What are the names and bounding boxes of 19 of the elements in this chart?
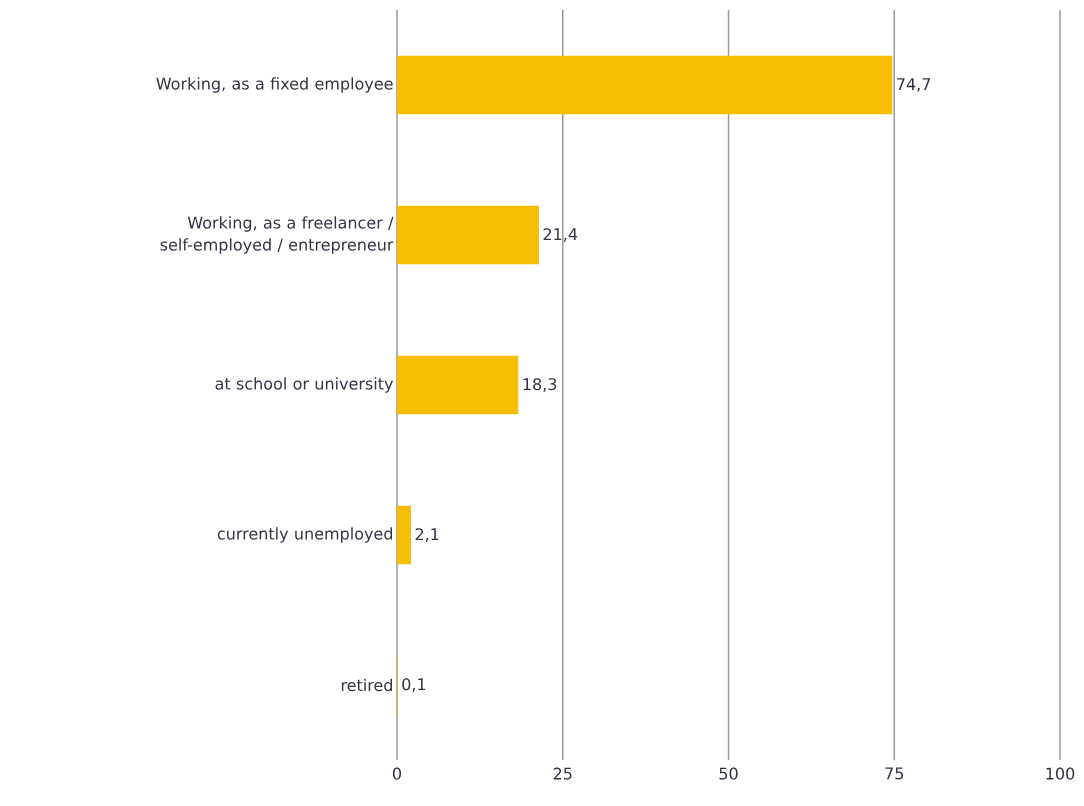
bar — [397, 205, 539, 265]
y-tick-label: Working, as a fixed employee — [156, 77, 393, 93]
x-tick-label: 75 — [885, 767, 904, 780]
y-tick-label: Working, as a freelancer / self-employed / entrepreneur — [160, 216, 394, 254]
x-tick-label: 0 — [392, 767, 402, 780]
data-label: 2,1 — [415, 528, 439, 542]
data-label: 0,1 — [402, 678, 426, 692]
data-label: 74,7 — [897, 78, 931, 92]
x-tick-label: 25 — [553, 767, 572, 780]
y-tick-label: currently unemployed — [217, 527, 393, 543]
data-label: 18,3 — [523, 378, 557, 392]
bar — [397, 55, 893, 115]
bar — [397, 355, 519, 415]
y-tick-label: at school or university — [215, 377, 393, 393]
x-tick-label: 100 — [1046, 767, 1075, 780]
bar — [397, 505, 411, 565]
x-tick-label: 50 — [719, 767, 738, 780]
y-tick-label: retired — [341, 678, 393, 692]
data-label: 21,4 — [543, 228, 578, 242]
